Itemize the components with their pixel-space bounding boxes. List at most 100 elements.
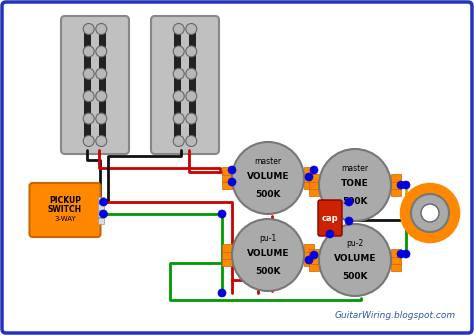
- Bar: [304, 244, 314, 252]
- FancyBboxPatch shape: [29, 183, 100, 237]
- Text: TONE: TONE: [341, 179, 369, 188]
- Circle shape: [100, 210, 108, 218]
- Text: GuitarWiring.blogspot.com: GuitarWiring.blogspot.com: [335, 311, 456, 320]
- Circle shape: [173, 68, 184, 79]
- Bar: [309, 256, 319, 264]
- Text: 3-WAY: 3-WAY: [54, 216, 76, 222]
- Circle shape: [173, 135, 184, 146]
- Circle shape: [173, 46, 184, 57]
- Bar: [309, 263, 319, 271]
- Bar: [391, 263, 401, 271]
- Text: 500K: 500K: [255, 190, 281, 199]
- FancyBboxPatch shape: [61, 16, 129, 154]
- Text: cap: cap: [322, 213, 338, 222]
- Bar: [391, 174, 401, 182]
- Circle shape: [305, 173, 313, 181]
- FancyBboxPatch shape: [151, 16, 219, 154]
- Bar: [304, 167, 314, 175]
- Circle shape: [83, 113, 94, 124]
- Text: 500K: 500K: [255, 267, 281, 276]
- Circle shape: [186, 68, 197, 79]
- Circle shape: [96, 23, 107, 35]
- Bar: [309, 249, 319, 257]
- Circle shape: [319, 224, 391, 296]
- Bar: [304, 258, 314, 266]
- Circle shape: [83, 135, 94, 146]
- FancyBboxPatch shape: [318, 200, 342, 236]
- Circle shape: [173, 23, 184, 35]
- Bar: [222, 167, 232, 175]
- Circle shape: [232, 142, 304, 214]
- Text: pu-1: pu-1: [259, 234, 277, 243]
- Bar: [222, 251, 232, 259]
- Bar: [222, 244, 232, 252]
- Circle shape: [83, 68, 94, 79]
- Circle shape: [228, 166, 236, 174]
- Bar: [98, 218, 103, 224]
- Circle shape: [173, 91, 184, 102]
- Text: PICKUP: PICKUP: [49, 196, 81, 204]
- Circle shape: [83, 91, 94, 102]
- Circle shape: [397, 181, 405, 189]
- Bar: [189, 25, 196, 145]
- Circle shape: [310, 166, 318, 174]
- Text: VOLUME: VOLUME: [247, 172, 289, 181]
- Bar: [98, 204, 103, 210]
- Bar: [174, 25, 181, 145]
- Bar: [99, 25, 106, 145]
- Bar: [391, 249, 401, 257]
- Bar: [222, 174, 232, 182]
- Text: 500K: 500K: [342, 272, 368, 281]
- Circle shape: [173, 113, 184, 124]
- Bar: [98, 211, 103, 217]
- Bar: [222, 258, 232, 266]
- Circle shape: [218, 289, 226, 297]
- Bar: [98, 197, 103, 203]
- Circle shape: [228, 178, 236, 186]
- Circle shape: [402, 250, 410, 258]
- Bar: [304, 181, 314, 189]
- Text: master: master: [255, 157, 282, 166]
- Circle shape: [186, 113, 197, 124]
- Circle shape: [83, 23, 94, 35]
- Circle shape: [421, 204, 439, 222]
- Circle shape: [186, 23, 197, 35]
- Circle shape: [397, 250, 405, 258]
- Circle shape: [186, 135, 197, 146]
- Circle shape: [345, 198, 353, 206]
- Circle shape: [326, 230, 334, 238]
- Bar: [304, 174, 314, 182]
- Circle shape: [96, 46, 107, 57]
- Circle shape: [345, 217, 353, 225]
- Bar: [309, 174, 319, 182]
- Circle shape: [319, 149, 391, 221]
- Circle shape: [232, 219, 304, 291]
- Bar: [391, 181, 401, 189]
- Text: pu-2: pu-2: [346, 239, 364, 248]
- Circle shape: [310, 251, 318, 259]
- Circle shape: [186, 46, 197, 57]
- FancyBboxPatch shape: [2, 2, 472, 333]
- Circle shape: [411, 194, 449, 232]
- Bar: [309, 188, 319, 196]
- Text: SWITCH: SWITCH: [48, 204, 82, 213]
- Bar: [222, 181, 232, 189]
- Bar: [84, 25, 91, 145]
- Bar: [391, 188, 401, 196]
- Text: 500K: 500K: [342, 197, 368, 206]
- Circle shape: [96, 135, 107, 146]
- Circle shape: [186, 91, 197, 102]
- Bar: [309, 181, 319, 189]
- Circle shape: [402, 181, 410, 189]
- Text: master: master: [341, 164, 369, 173]
- Circle shape: [96, 91, 107, 102]
- Circle shape: [305, 256, 313, 264]
- Text: VOLUME: VOLUME: [247, 249, 289, 258]
- Bar: [304, 251, 314, 259]
- Circle shape: [100, 198, 108, 206]
- Bar: [391, 256, 401, 264]
- Circle shape: [96, 68, 107, 79]
- Circle shape: [96, 113, 107, 124]
- Text: VOLUME: VOLUME: [334, 254, 376, 263]
- Circle shape: [83, 46, 94, 57]
